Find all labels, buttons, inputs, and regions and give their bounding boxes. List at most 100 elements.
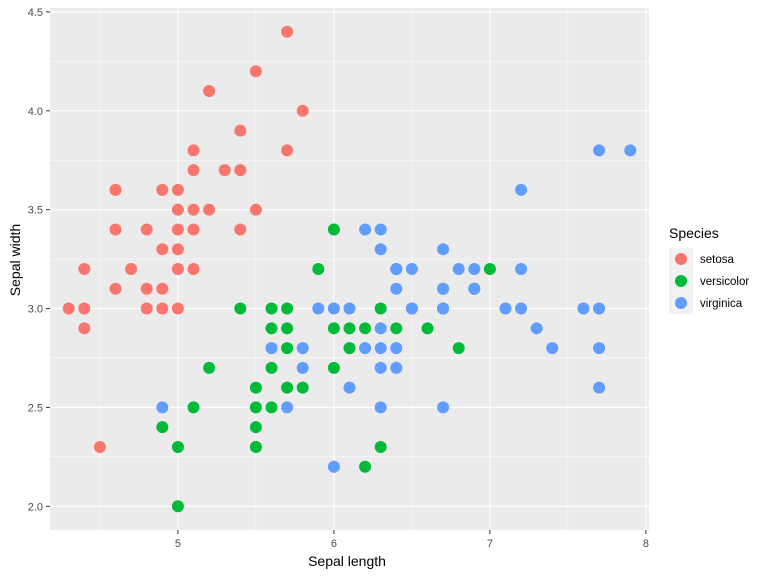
y-tick-label: 2.0 <box>28 501 43 513</box>
data-point-setosa <box>249 203 262 216</box>
data-point-versicolor <box>249 440 262 453</box>
data-point-virginica <box>390 282 403 295</box>
data-point-versicolor <box>249 421 262 434</box>
data-point-setosa <box>234 223 247 236</box>
data-point-virginica <box>156 401 169 414</box>
major-gridlines <box>50 8 649 530</box>
data-point-virginica <box>312 302 325 315</box>
data-point-versicolor <box>203 361 216 374</box>
data-point-setosa <box>234 164 247 177</box>
y-axis: 2.0 2.5 3.0 3.5 4.0 4.5 <box>28 7 50 513</box>
legend-label-virginica: virginica <box>700 298 743 310</box>
data-point-virginica <box>281 401 294 414</box>
data-point-versicolor <box>390 322 403 335</box>
data-point-setosa <box>78 302 91 315</box>
data-point-setosa <box>78 322 91 335</box>
data-point-versicolor <box>483 263 496 275</box>
data-point-setosa <box>281 144 294 157</box>
data-point-setosa <box>171 223 184 236</box>
data-point-setosa <box>62 302 75 315</box>
data-point-virginica <box>374 243 387 256</box>
data-point-setosa <box>171 302 184 315</box>
data-point-virginica <box>593 302 606 315</box>
data-point-virginica <box>624 144 637 157</box>
data-point-virginica <box>390 361 403 374</box>
data-point-virginica <box>515 302 528 315</box>
data-points <box>62 25 637 513</box>
data-point-setosa <box>249 65 262 78</box>
data-point-virginica <box>296 361 309 374</box>
y-tick-label: 4.0 <box>28 106 43 118</box>
data-point-versicolor <box>374 302 387 315</box>
legend-key-setosa <box>675 253 687 265</box>
data-point-virginica <box>374 401 387 414</box>
data-point-versicolor <box>265 361 278 374</box>
data-point-versicolor <box>265 302 278 315</box>
data-point-setosa <box>203 85 216 98</box>
data-point-virginica <box>265 342 278 355</box>
data-point-setosa <box>281 25 294 38</box>
data-point-virginica <box>374 361 387 374</box>
data-point-setosa <box>156 243 169 256</box>
x-tick-label: 7 <box>487 538 493 550</box>
data-point-versicolor <box>281 322 294 335</box>
data-point-versicolor <box>281 302 294 315</box>
data-point-virginica <box>359 223 372 236</box>
data-point-versicolor <box>171 500 184 513</box>
data-point-versicolor <box>343 322 356 335</box>
data-point-virginica <box>405 263 418 275</box>
data-point-versicolor <box>343 342 356 355</box>
data-point-setosa <box>187 263 200 275</box>
data-point-virginica <box>530 322 543 335</box>
y-axis-title: Sepal width <box>7 224 23 296</box>
y-tick-label: 3.0 <box>28 304 43 316</box>
data-point-virginica <box>296 342 309 355</box>
data-point-versicolor <box>249 401 262 414</box>
legend-key-virginica <box>675 297 687 309</box>
data-point-setosa <box>156 282 169 295</box>
data-point-versicolor <box>234 302 247 315</box>
data-point-setosa <box>187 144 200 157</box>
data-point-setosa <box>125 263 138 275</box>
data-point-virginica <box>468 263 481 275</box>
data-point-versicolor <box>281 342 294 355</box>
data-point-virginica <box>515 183 528 196</box>
data-point-virginica <box>515 263 528 275</box>
data-point-virginica <box>343 302 356 315</box>
data-point-versicolor <box>265 401 278 414</box>
data-point-setosa <box>140 282 153 295</box>
data-point-versicolor <box>374 440 387 453</box>
data-point-setosa <box>156 302 169 315</box>
data-point-virginica <box>327 302 340 315</box>
legend-items: setosa versicolor virginica <box>669 248 749 314</box>
data-point-setosa <box>109 183 122 196</box>
data-point-virginica <box>593 342 606 355</box>
data-point-versicolor <box>156 421 169 434</box>
y-tick-label: 2.5 <box>28 402 43 414</box>
series-setosa <box>62 25 309 453</box>
data-point-virginica <box>343 381 356 394</box>
data-point-setosa <box>296 104 309 117</box>
data-point-setosa <box>109 282 122 295</box>
data-point-virginica <box>437 243 450 256</box>
data-point-virginica <box>374 342 387 355</box>
data-point-setosa <box>187 164 200 177</box>
data-point-versicolor <box>296 381 309 394</box>
data-point-versicolor <box>312 263 325 275</box>
y-tick-label: 4.5 <box>28 7 43 19</box>
series-virginica <box>156 144 637 473</box>
data-point-versicolor <box>171 440 184 453</box>
data-point-virginica <box>359 342 372 355</box>
data-point-virginica <box>390 342 403 355</box>
x-tick-label: 6 <box>331 538 337 550</box>
data-point-versicolor <box>452 342 465 355</box>
data-point-setosa <box>140 223 153 236</box>
data-point-virginica <box>327 460 340 473</box>
data-point-virginica <box>405 302 418 315</box>
data-point-versicolor <box>327 322 340 335</box>
data-point-virginica <box>452 263 465 275</box>
y-tick-label: 3.5 <box>28 205 43 217</box>
legend-label-versicolor: versicolor <box>700 276 749 288</box>
